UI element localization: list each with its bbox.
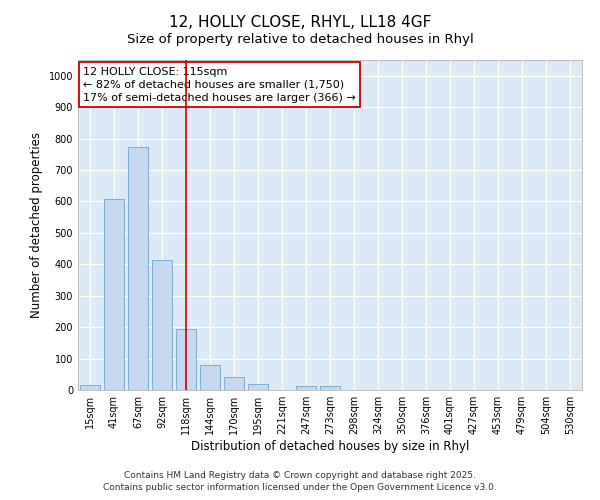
Bar [320,386,340,390]
Bar [224,378,244,390]
Bar [128,147,148,390]
Bar [200,366,220,390]
Text: 12 HOLLY CLOSE: 115sqm
← 82% of detached houses are smaller (1,750)
17% of semi-: 12 HOLLY CLOSE: 115sqm ← 82% of detached… [83,66,356,103]
Bar [248,384,268,390]
Y-axis label: Number of detached properties: Number of detached properties [30,132,43,318]
Bar [296,386,316,390]
Bar [176,330,196,390]
Bar [80,386,100,390]
X-axis label: Distribution of detached houses by size in Rhyl: Distribution of detached houses by size … [191,440,469,453]
Bar [104,199,124,390]
Text: Contains HM Land Registry data © Crown copyright and database right 2025.
Contai: Contains HM Land Registry data © Crown c… [103,471,497,492]
Text: 12, HOLLY CLOSE, RHYL, LL18 4GF: 12, HOLLY CLOSE, RHYL, LL18 4GF [169,15,431,30]
Bar [152,260,172,390]
Text: Size of property relative to detached houses in Rhyl: Size of property relative to detached ho… [127,32,473,46]
